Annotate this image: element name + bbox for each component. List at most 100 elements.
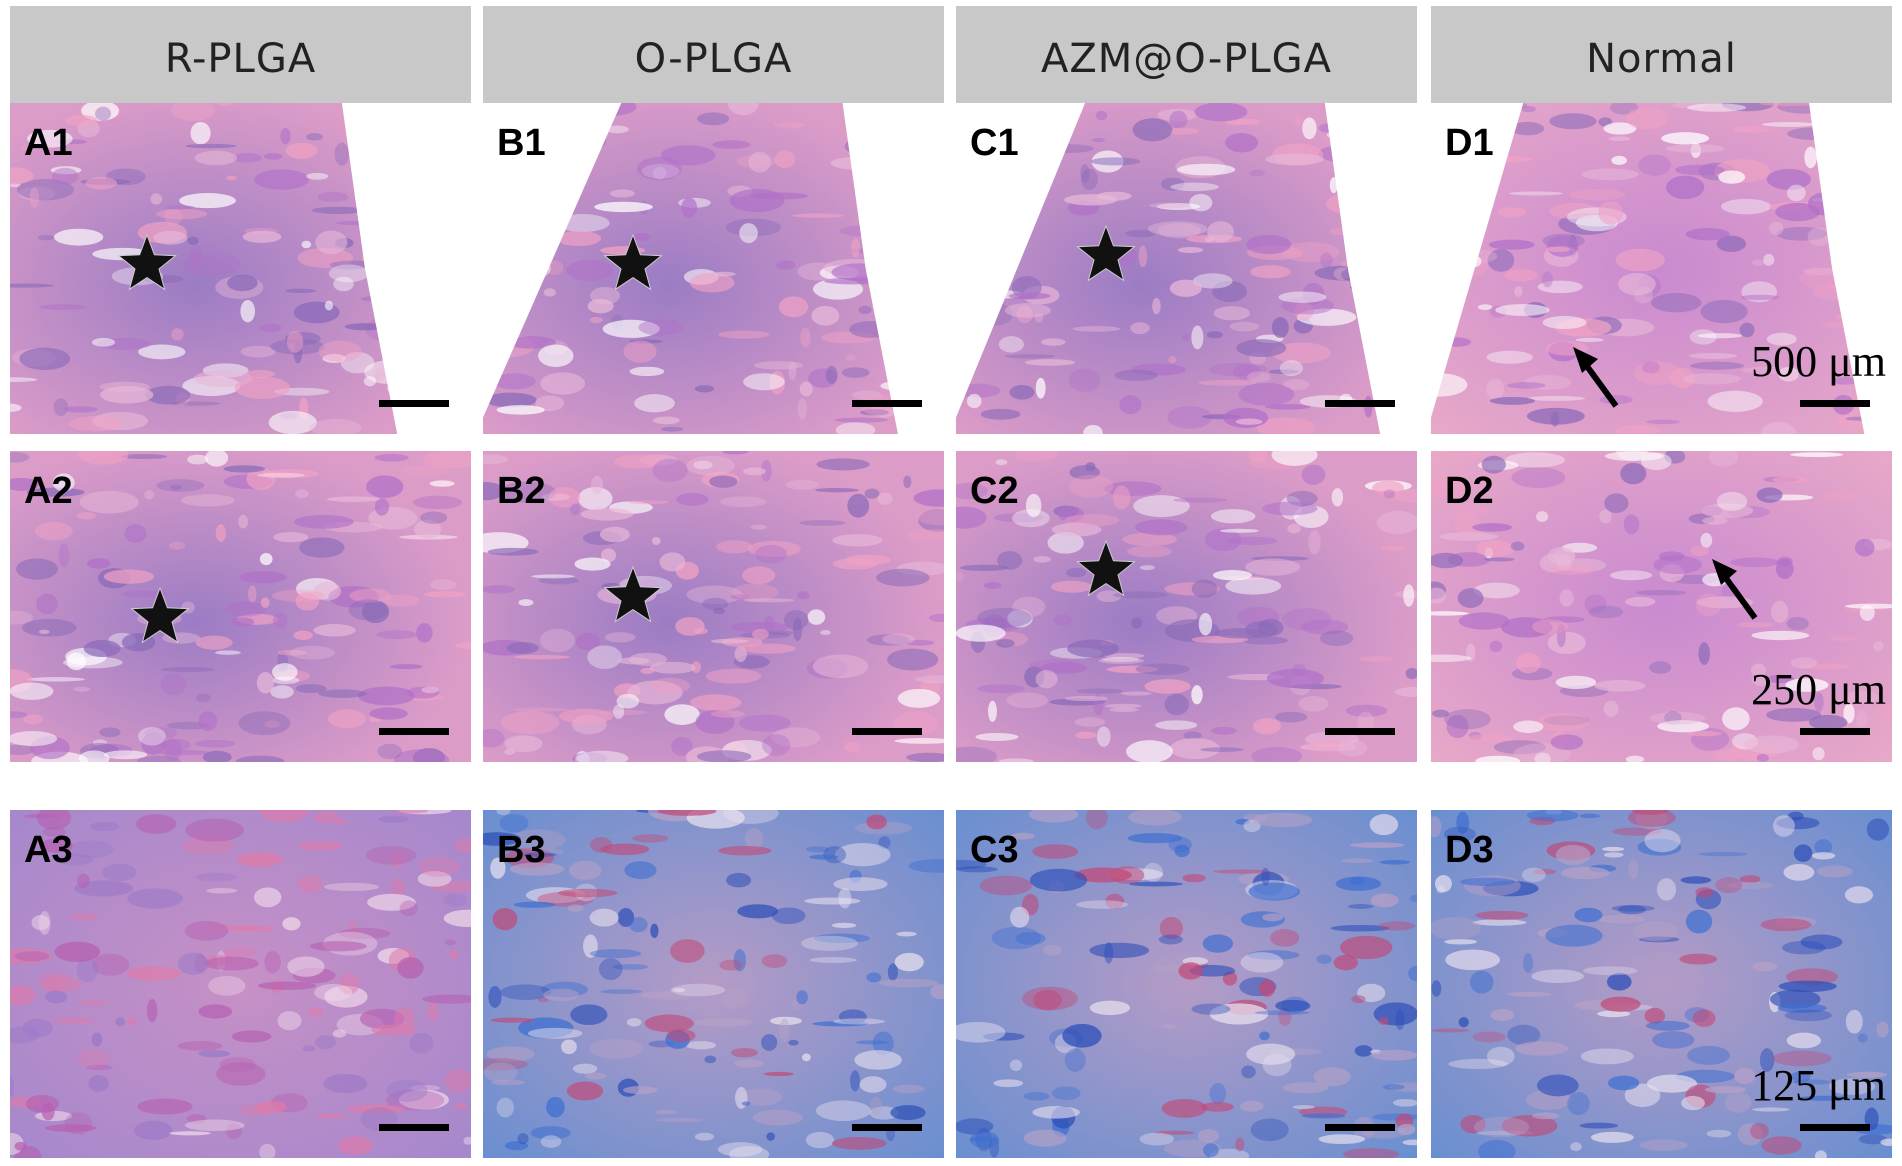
texture — [187, 454, 209, 465]
texture — [1333, 954, 1359, 971]
texture — [1695, 887, 1714, 898]
texture — [761, 459, 772, 482]
texture — [137, 755, 181, 762]
texture — [76, 511, 97, 520]
texture — [1569, 188, 1626, 201]
texture — [685, 1041, 716, 1050]
texture — [1724, 1091, 1752, 1113]
texture — [1292, 1105, 1315, 1110]
texture — [1787, 184, 1806, 202]
texture — [574, 557, 611, 571]
texture — [652, 458, 688, 482]
texture — [1716, 235, 1746, 253]
texture — [1139, 1132, 1175, 1146]
texture — [1383, 489, 1396, 499]
texture — [1548, 566, 1594, 575]
texture — [226, 1123, 242, 1140]
texture — [1866, 818, 1890, 841]
texture — [1125, 229, 1156, 238]
texture — [83, 639, 121, 657]
tissue — [1431, 451, 1892, 762]
texture — [1235, 418, 1263, 425]
texture — [186, 1113, 207, 1124]
texture — [1296, 308, 1357, 326]
texture — [10, 283, 54, 288]
texture — [1570, 1142, 1582, 1152]
texture — [34, 521, 73, 541]
texture — [1652, 1031, 1695, 1049]
texture — [572, 1063, 598, 1074]
texture — [53, 1018, 95, 1024]
texture — [956, 624, 1006, 642]
column-header: Normal — [1586, 36, 1737, 82]
texture — [600, 843, 650, 856]
texture — [311, 206, 365, 214]
texture — [1505, 452, 1565, 468]
texture — [1006, 692, 1049, 709]
texture — [1814, 1150, 1827, 1158]
texture — [277, 1011, 302, 1031]
texture — [623, 1086, 658, 1095]
texture — [115, 1017, 126, 1027]
texture — [1488, 239, 1535, 250]
texture — [1204, 528, 1242, 552]
texture — [54, 941, 101, 962]
texture — [1194, 103, 1248, 122]
texture — [1466, 734, 1514, 743]
texture — [854, 1050, 902, 1070]
micrograph-panel: D1 500 μm — [1431, 103, 1892, 434]
texture — [1167, 406, 1213, 429]
texture — [731, 583, 779, 601]
texture — [504, 1141, 529, 1151]
texture — [773, 122, 806, 129]
panel-label: C1 — [970, 122, 1019, 164]
texture — [289, 645, 335, 660]
texture — [1646, 419, 1680, 425]
texture — [77, 873, 90, 889]
texture — [1177, 163, 1236, 176]
texture — [894, 952, 924, 972]
texture — [1776, 816, 1820, 830]
texture — [1189, 194, 1213, 212]
texture — [163, 738, 182, 761]
texture — [1807, 227, 1831, 247]
texture — [1580, 1048, 1634, 1065]
texture — [717, 1142, 763, 1157]
texture — [1096, 191, 1132, 201]
micrograph — [483, 810, 944, 1158]
panel-label: D3 — [1445, 829, 1494, 871]
texture — [1354, 1045, 1373, 1057]
texture — [1064, 1048, 1086, 1072]
texture — [1790, 452, 1844, 458]
texture — [587, 645, 622, 669]
texture — [731, 1047, 758, 1058]
texture — [1475, 755, 1521, 762]
micrograph — [956, 451, 1417, 762]
texture — [1232, 364, 1261, 380]
texture — [859, 1076, 887, 1093]
texture — [1135, 663, 1190, 676]
texture — [1378, 921, 1416, 931]
texture — [513, 654, 570, 660]
texture — [1120, 691, 1152, 696]
texture — [340, 352, 375, 374]
texture — [800, 327, 811, 348]
texture — [664, 704, 700, 725]
texture — [1625, 596, 1656, 607]
texture — [1798, 1095, 1850, 1101]
micrograph — [10, 103, 471, 434]
texture — [1007, 609, 1033, 628]
texture — [449, 949, 459, 960]
texture — [443, 909, 471, 927]
texture — [1829, 1078, 1876, 1095]
texture — [328, 264, 369, 283]
texture — [338, 973, 360, 995]
texture — [500, 984, 552, 1000]
texture — [51, 167, 79, 185]
texture — [844, 741, 861, 753]
texture — [487, 547, 539, 556]
texture — [801, 935, 858, 951]
texture — [762, 734, 791, 756]
texture — [1457, 451, 1483, 457]
texture — [490, 857, 506, 879]
